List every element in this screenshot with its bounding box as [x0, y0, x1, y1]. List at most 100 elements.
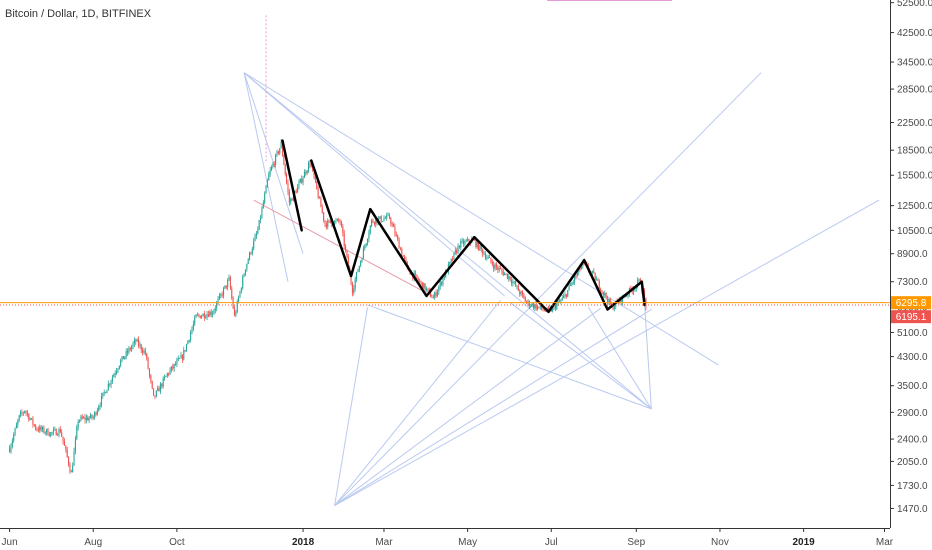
candle-71 [106, 389, 108, 394]
candle-224 [316, 180, 318, 190]
candle-body [117, 368, 119, 372]
fan-line-10 [334, 307, 369, 506]
candle-78 [116, 367, 118, 376]
candle-193 [273, 160, 275, 168]
price-axis[interactable]: 52500.0 42500.0 34500.0 28500.0 22500.0 18500… [890, 0, 932, 515]
price-lines [0, 302, 890, 306]
candle-364 [508, 273, 510, 282]
candle-372 [519, 289, 521, 297]
candle-125 [180, 351, 182, 359]
candle-89 [131, 344, 133, 353]
candle-body [69, 464, 71, 472]
fan-line-13 [644, 303, 652, 409]
candle-body [601, 291, 603, 293]
candle-body [238, 297, 240, 302]
candle-body [609, 298, 611, 305]
candle-body [519, 290, 521, 295]
candle-273 [383, 215, 385, 222]
candle-195 [276, 149, 278, 157]
candle-2 [11, 437, 13, 449]
candle-body [612, 305, 614, 310]
candle-body [391, 223, 393, 225]
candle-body [142, 350, 144, 353]
candle-116 [168, 372, 170, 377]
candle-body [102, 392, 104, 397]
candle-body [561, 298, 563, 301]
candle-358 [499, 265, 502, 270]
candle-body [29, 418, 31, 420]
ref-price-label: 6295.8 [896, 298, 927, 309]
candle-66 [99, 402, 101, 410]
candle-377 [526, 300, 528, 304]
candle-body [100, 396, 103, 406]
candle-189 [268, 171, 270, 181]
candle-body [602, 291, 604, 295]
candle-190 [269, 166, 271, 177]
candle-body [593, 271, 595, 273]
candle-body [63, 441, 66, 446]
time-axis[interactable]: Jun Aug Oct 2018 Mar May Jul Sep Nov 2019 Mar [2, 528, 894, 548]
candle-body [287, 182, 289, 192]
candle-275 [386, 212, 388, 221]
candle-body [254, 235, 256, 241]
candle-body [33, 424, 35, 426]
candle-body [543, 309, 545, 311]
candle-body [283, 155, 285, 165]
candle-184 [261, 206, 263, 219]
fan-line-4 [243, 72, 289, 282]
candle-body [205, 317, 207, 318]
candle-72 [107, 380, 109, 391]
candle-68 [102, 392, 104, 399]
candle-331 [462, 238, 465, 248]
candle-182 [258, 219, 260, 231]
candle-91 [133, 337, 135, 348]
candle-body [346, 250, 348, 257]
candle-body [565, 294, 567, 297]
candle-body [457, 245, 459, 253]
candle-259 [364, 244, 366, 251]
candle-283 [397, 234, 399, 242]
candle-body [493, 264, 495, 269]
candle-body [482, 249, 484, 255]
candle-body [116, 371, 118, 374]
candle-body [298, 182, 300, 187]
candle-body [65, 445, 67, 450]
candle-body [207, 314, 209, 317]
candle-body [294, 191, 296, 193]
candle-230 [324, 219, 326, 228]
candle-body [66, 449, 68, 457]
candle-128 [184, 349, 186, 353]
candle-body [229, 277, 231, 289]
candle-386 [538, 306, 540, 309]
candle-body [179, 358, 181, 360]
candle-body [409, 271, 411, 275]
candle-body [531, 303, 533, 306]
candle-body [624, 296, 626, 298]
chart-title: Bitcoin / Dollar, 1D, BITFINEX [5, 8, 152, 20]
candle-451 [627, 293, 629, 299]
candle-23 [40, 424, 42, 433]
candle-body [473, 238, 476, 241]
candle-356 [497, 264, 499, 274]
candle-body [224, 285, 226, 289]
candle-333 [465, 238, 467, 242]
candle-body [144, 350, 146, 354]
candle-body [453, 252, 455, 260]
candle-body [558, 300, 561, 302]
candle-436 [606, 295, 609, 307]
candle-218 [308, 160, 310, 174]
candle-213 [301, 175, 303, 185]
candle-310 [434, 291, 436, 300]
candle-body [441, 281, 443, 285]
candle-118 [170, 366, 172, 373]
candle-body [87, 417, 89, 421]
candle-body [18, 415, 20, 421]
candle-body [15, 424, 18, 429]
candle-body [51, 432, 53, 434]
fan-line-6 [334, 199, 880, 507]
candle-body [266, 180, 268, 186]
y-tick-label: 12500.0 [897, 201, 932, 212]
candle-body [153, 388, 155, 396]
candle-body [184, 350, 186, 351]
